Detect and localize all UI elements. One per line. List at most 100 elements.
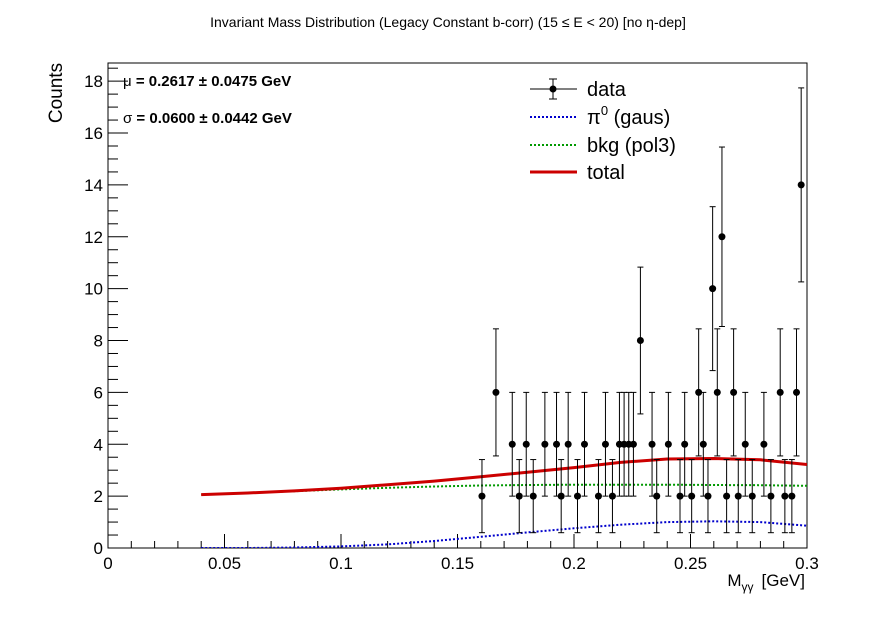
x-tick-label: 0.3 <box>795 554 819 573</box>
sigma-symbol: σ <box>123 110 133 127</box>
data-marker <box>478 492 486 500</box>
data-point <box>767 459 775 534</box>
data-point <box>688 459 696 534</box>
data-point <box>734 459 742 534</box>
data-point <box>730 328 738 457</box>
legend-entry-bkg: bkg (pol3) <box>530 135 676 157</box>
data-point <box>793 328 801 457</box>
data-point <box>629 391 637 497</box>
data-point <box>723 459 731 534</box>
x-tick-label: 0.25 <box>674 554 707 573</box>
legend-data-marker <box>549 85 557 93</box>
data-marker <box>741 440 749 448</box>
data-point <box>695 328 703 457</box>
data-point <box>760 391 768 497</box>
chart-title: Invariant Mass Distribution (Legacy Cons… <box>210 14 686 30</box>
x-tick-label: 0.1 <box>329 554 353 573</box>
data-marker <box>664 440 672 448</box>
data-marker <box>776 388 784 396</box>
legend-label-total: total <box>587 162 625 184</box>
data-point <box>681 391 689 497</box>
data-marker <box>699 440 707 448</box>
data-point <box>515 459 523 534</box>
mu-symbol: μ <box>123 73 132 90</box>
data-point <box>541 391 549 497</box>
data-point <box>741 391 749 497</box>
plot-layer: 0 0.05 0.1 0.15 0.2 0.25 0.3 0 2 4 6 8 10 12 14 16 18 <box>84 62 819 573</box>
x-axis-label: Mγγ [GeV] <box>727 571 805 594</box>
legend-label-data: data <box>587 79 627 101</box>
legend-entry-data: data <box>530 78 627 101</box>
y-tick-label: 18 <box>84 72 103 91</box>
legend-label-bkg: bkg (pol3) <box>587 135 676 157</box>
data-marker <box>793 388 801 396</box>
x-tick-label: 0.2 <box>562 554 586 573</box>
data-marker <box>695 388 703 396</box>
sigma-value: = 0.0600 ± 0.0442 GeV <box>132 110 292 127</box>
y-tick-label: 0 <box>94 539 103 558</box>
y-axis-label: Counts <box>46 63 67 123</box>
legend-entry-pi0: π0 (gaus) <box>530 103 670 129</box>
data-marker <box>748 492 756 500</box>
data-marker <box>709 285 717 293</box>
data-point <box>508 391 516 497</box>
mu-value: = 0.2617 ± 0.0475 GeV <box>132 73 292 90</box>
y-tick-label: 12 <box>84 228 103 247</box>
data-point <box>594 459 602 534</box>
data-marker <box>636 337 644 345</box>
data-marker <box>723 492 731 500</box>
data-marker <box>734 492 742 500</box>
data-marker <box>608 492 616 500</box>
y-tick-label: 8 <box>94 332 103 351</box>
data-marker <box>629 440 637 448</box>
data-marker <box>648 440 656 448</box>
data-point <box>653 459 661 534</box>
data-marker <box>529 492 537 500</box>
data-point <box>608 459 616 534</box>
y-tick-label: 10 <box>84 280 103 299</box>
data-marker <box>601 440 609 448</box>
x-tick-label: 0.15 <box>441 554 474 573</box>
data-marker <box>594 492 602 500</box>
data-point <box>478 459 486 534</box>
data-point <box>564 391 572 497</box>
legend-pi0-rest: (gaus) <box>608 107 670 129</box>
data-marker <box>553 440 561 448</box>
data-marker <box>781 492 789 500</box>
data-marker <box>713 388 721 396</box>
data-point <box>580 391 588 497</box>
data-marker <box>676 492 684 500</box>
sigma-annotation: σ = 0.0600 ± 0.0442 GeV <box>123 110 292 127</box>
data-point <box>704 459 712 534</box>
data-point <box>601 391 609 497</box>
data-marker <box>718 233 726 241</box>
data-marker <box>704 492 712 500</box>
data-marker <box>653 492 661 500</box>
data-point <box>636 266 644 415</box>
legend-label-pi0: π0 (gaus) <box>587 103 670 129</box>
data-point <box>648 391 656 497</box>
data-marker <box>730 388 738 396</box>
data-point <box>573 459 581 534</box>
data-point <box>664 391 672 497</box>
x-tick-label: 0.05 <box>208 554 241 573</box>
x-axis-label-main: M <box>727 571 741 590</box>
pi0-gaus-curve <box>201 520 807 548</box>
data-marker <box>508 440 516 448</box>
data-marker <box>788 492 796 500</box>
y-tick-label: 6 <box>94 383 103 402</box>
data-point <box>553 391 561 497</box>
plot-frame <box>107 62 808 549</box>
y-tick-label: 2 <box>94 487 103 506</box>
data-point <box>718 146 726 328</box>
data-marker <box>767 492 775 500</box>
data-point <box>781 459 789 534</box>
legend-pi0-symbol: π <box>587 107 601 129</box>
data-marker <box>541 440 549 448</box>
legend-entry-total: total <box>530 162 625 184</box>
data-marker <box>580 440 588 448</box>
data-marker <box>797 181 805 189</box>
y-tick-label: 4 <box>94 435 103 454</box>
data-marker <box>573 492 581 500</box>
